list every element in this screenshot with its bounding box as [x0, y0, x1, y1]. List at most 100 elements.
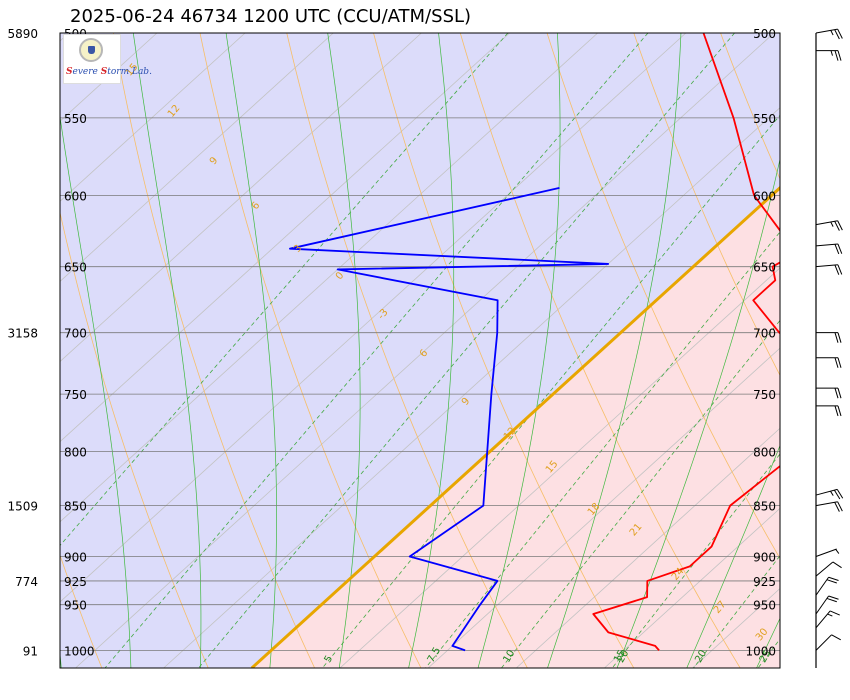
pressure-label-right: 750 [753, 388, 776, 402]
moist-adiabat-line [477, 33, 561, 668]
wind-barb [815, 264, 843, 275]
plot-lines [60, 33, 850, 668]
dry-adiabat-line [60, 554, 103, 668]
moist-adiabat-line [826, 33, 850, 668]
mixing-ratio-label: 10 [501, 648, 517, 665]
wind-barb [815, 610, 840, 629]
isotherm-line [339, 267, 780, 668]
isotherm-line [515, 427, 780, 668]
dry-adiabat-line [112, 33, 315, 668]
pressure-label-right: 550 [753, 112, 776, 126]
dry-adiabat-line [720, 33, 780, 180]
height-label: 5890 [7, 27, 38, 41]
wind-barb [815, 561, 842, 577]
pressure-label-left: 925 [64, 575, 87, 589]
wind-barb [816, 50, 842, 61]
wind-barb [815, 634, 841, 651]
wind-barb [815, 548, 840, 557]
isotherm-line [781, 33, 850, 668]
pressure-label-right: 950 [753, 599, 776, 613]
pressure-label-right: 500 [753, 27, 776, 41]
wind-barb [816, 405, 842, 417]
mixing-ratio-line [611, 453, 780, 668]
isotherm-line [60, 33, 422, 363]
height-label: 3158 [7, 327, 38, 341]
isotherm-line [60, 33, 246, 202]
moist-adiabat-line [547, 33, 682, 668]
temperature-profile-line [592, 33, 780, 651]
isotherm-line [60, 33, 687, 603]
university-seal-icon [79, 38, 103, 62]
dry-adiabat-line [807, 33, 850, 668]
moist-adiabat-line [60, 650, 62, 668]
pressure-label-right: 700 [753, 327, 776, 341]
pressure-label-right: 900 [753, 551, 776, 565]
mixing-ratio-line [812, 33, 850, 668]
pressure-label-left: 700 [64, 327, 87, 341]
pressure-label-left: 600 [64, 189, 87, 203]
plot-background [60, 33, 780, 668]
height-label: 1509 [7, 500, 38, 514]
mixing-ratio-label: 20 [693, 648, 709, 665]
pressure-label-right: 1000 [745, 644, 776, 658]
isotherm-line [75, 33, 775, 668]
isotherm-line [163, 107, 780, 668]
wind-barb [815, 576, 839, 596]
moist-adiabat-label: 20 [616, 648, 632, 665]
pressure-label-left: 1000 [64, 644, 95, 658]
mixing-ratio-line [104, 33, 649, 668]
pressure-label-right: 600 [753, 189, 776, 203]
dry-adiabat-line [459, 33, 741, 668]
pressure-label-right: 850 [753, 500, 776, 514]
isotherm-line [604, 507, 780, 668]
moist-adiabat-line [225, 33, 277, 668]
dry-adiabat-line [633, 33, 780, 377]
pressure-label-left: 900 [64, 551, 87, 565]
height-label: 91 [23, 644, 38, 658]
wind-barb [815, 595, 839, 615]
pressure-label-left: 950 [64, 599, 87, 613]
mixing-ratio-label: 30 [811, 648, 827, 665]
wind-barb [815, 501, 843, 512]
wind-barb [816, 332, 842, 343]
pressure-label-right: 800 [753, 446, 776, 460]
moist-adiabat-line [408, 33, 455, 668]
mixing-ratio-label: 15 [612, 648, 628, 665]
pressure-label-left: 750 [64, 388, 87, 402]
wind-barb [816, 357, 842, 368]
zero-isotherm-line [250, 185, 780, 668]
isotherm-line [60, 33, 598, 523]
wind-barb [815, 28, 843, 40]
pressure-label-left: 850 [64, 500, 87, 514]
lab-logo: Severe Storm Lab. [63, 34, 152, 84]
pressure-label-right: 925 [753, 575, 776, 589]
wind-barb [815, 220, 843, 231]
dry-adiabat-label: 9 [460, 396, 473, 408]
mixing-ratio-label: 5 [323, 654, 336, 665]
pressure-label-left: 800 [64, 446, 87, 460]
isotherm-line [60, 33, 334, 282]
dry-adiabat-label: 9 [208, 155, 221, 167]
mixing-ratio-line [501, 319, 780, 668]
wind-barb [816, 387, 842, 399]
moist-adiabat-line [132, 33, 202, 668]
moist-adiabat-line [327, 33, 361, 668]
dry-adiabat-line [546, 33, 780, 560]
pressure-label-right: 650 [753, 261, 776, 275]
mixing-ratio-label: 25 [758, 648, 774, 665]
wind-barb [815, 488, 844, 500]
dry-adiabat-line [199, 33, 422, 668]
isotherm-line [427, 347, 780, 668]
moist-adiabat-line [686, 444, 780, 668]
isotherm-line [60, 33, 510, 443]
mixing-ratio-line [60, 33, 509, 547]
chart-title: 2025-06-24 46734 1200 UTC (CCU/ATM/SSL) [70, 6, 472, 27]
dry-adiabat-line [373, 33, 635, 668]
pressure-label-left: 550 [64, 112, 87, 126]
logo-text: Severe Storm Lab. [66, 67, 152, 77]
dry-adiabat-label: 0 [334, 270, 347, 282]
moist-adiabat-line [60, 114, 132, 668]
dewpoint-profile-line [289, 187, 610, 652]
